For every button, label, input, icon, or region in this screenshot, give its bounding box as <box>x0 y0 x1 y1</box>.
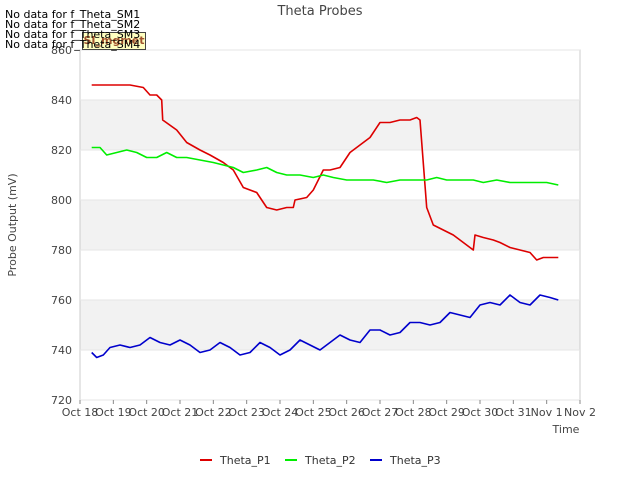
x-tick-label: Oct 30 <box>462 406 499 419</box>
y-axis: 720 740 760 780 800 820 840 860 <box>51 44 580 407</box>
y-tick-label: 720 <box>51 394 72 407</box>
background-bands <box>80 100 580 350</box>
x-tick-label: Nov 1 <box>531 406 563 419</box>
x-tick-label: Oct 26 <box>328 406 365 419</box>
legend: Theta_P1 Theta_P2 Theta_P3 <box>200 454 441 467</box>
no-data-message-2: No data for f_Theta_SM2 <box>5 18 141 31</box>
background-band <box>80 100 580 150</box>
series-lines <box>91 84 559 359</box>
legend-label-Theta_P3: Theta_P3 <box>389 454 441 467</box>
x-tick-label: Oct 22 <box>195 406 232 419</box>
no-data-message-3: No data for f_Theta_SM3 <box>5 28 141 41</box>
y-tick-label: 860 <box>51 44 72 57</box>
y-tick-label: 840 <box>51 94 72 107</box>
site-badge: SI_mgmet <box>82 32 146 50</box>
x-tick-label: Oct 18 <box>62 406 99 419</box>
x-tick-label: Oct 28 <box>395 406 432 419</box>
y-tick-label: 760 <box>51 294 72 307</box>
x-tick-label: Nov 2 <box>564 406 596 419</box>
x-tick-label: Oct 21 <box>162 406 199 419</box>
x-tick-label: Oct 31 <box>495 406 532 419</box>
x-axis-label: Time <box>552 423 580 436</box>
no-data-message-4: No data for f_Theta_SM4 <box>5 38 141 51</box>
y-tick-label: 800 <box>51 194 72 207</box>
series-line-Theta_P3 <box>91 294 559 359</box>
x-tick-label: Oct 29 <box>428 406 465 419</box>
x-tick-label: Oct 19 <box>95 406 132 419</box>
no-data-message-1: No data for f_Theta_SM1 <box>5 8 141 21</box>
x-tick-label: Oct 20 <box>128 406 165 419</box>
y-tick-label: 740 <box>51 344 72 357</box>
chart-title: Theta Probes <box>276 4 362 19</box>
series-line-Theta_P1 <box>91 84 559 261</box>
series-line-Theta_P2 <box>91 146 559 186</box>
legend-label-Theta_P2: Theta_P2 <box>304 454 356 467</box>
legend-label-Theta_P1: Theta_P1 <box>219 454 271 467</box>
x-tick-label: Oct 24 <box>262 406 299 419</box>
x-tick-label: Oct 25 <box>295 406 332 419</box>
y-tick-label: 780 <box>51 244 72 257</box>
y-axis-label: Probe Output (mV) <box>6 173 19 276</box>
y-tick-label: 820 <box>51 144 72 157</box>
background-band <box>80 200 580 250</box>
x-tick-label: Oct 23 <box>228 406 265 419</box>
x-tick-label: Oct 27 <box>362 406 399 419</box>
